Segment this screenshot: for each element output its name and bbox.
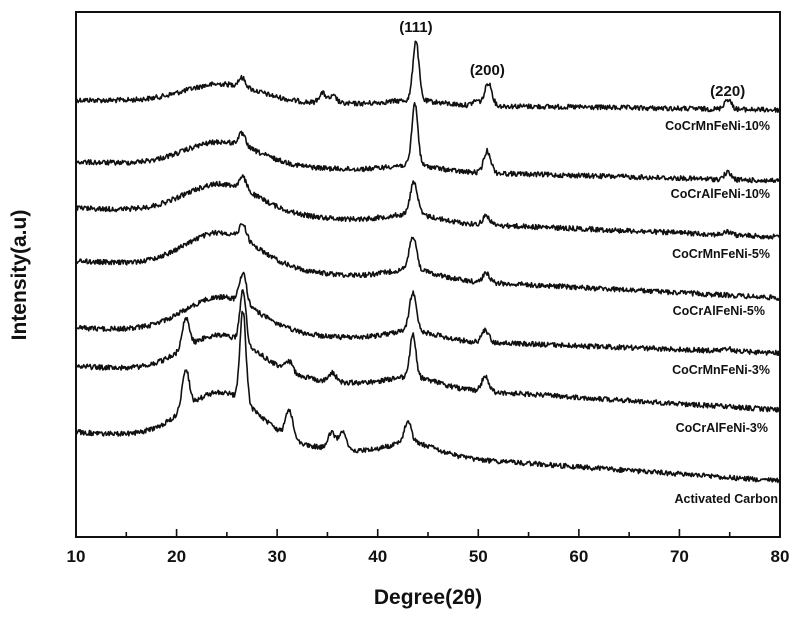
- peak-label: (220): [710, 83, 745, 100]
- series-label: CoCrMnFeNi-3%: [672, 363, 770, 377]
- series-labels: CoCrMnFeNi-10% CoCrAlFeNi-10% CoCrMnFeNi-5…: [665, 119, 778, 506]
- x-axis-title: Degree(2θ): [374, 586, 482, 609]
- x-tick-label: 60: [569, 547, 588, 566]
- series-line: [75, 289, 781, 413]
- x-tick-label: 50: [469, 547, 488, 566]
- x-tick-label: 10: [67, 547, 86, 566]
- axes: 10 20 30 40 50 60 70 80: [67, 529, 790, 566]
- series-line: [75, 40, 781, 113]
- series-line: [75, 223, 781, 301]
- x-tick-label: 20: [167, 547, 186, 566]
- peak-label: (200): [470, 62, 505, 79]
- series-label: CoCrMnFeNi-10%: [665, 119, 770, 133]
- series-label: CoCrMnFeNi-5%: [672, 247, 770, 261]
- peak-label: (111): [399, 19, 432, 36]
- x-tick-label: 70: [670, 547, 689, 566]
- series-line: [75, 310, 781, 484]
- x-tick-label: 40: [368, 547, 387, 566]
- plot-frame: [75, 11, 781, 538]
- series-line: [75, 102, 781, 184]
- series-label: CoCrAlFeNi-10%: [671, 187, 770, 201]
- series-label: CoCrAlFeNi-3%: [676, 421, 768, 435]
- peak-annotations: (111) (200) (220): [399, 19, 745, 100]
- series-label: Activated Carbon: [675, 492, 779, 506]
- x-tick-label: 30: [268, 547, 287, 566]
- series-line: [75, 271, 781, 356]
- y-axis-title: Intensity(a.u): [8, 210, 31, 341]
- x-tick-label: 80: [771, 547, 790, 566]
- series-line: [75, 174, 781, 240]
- series-label: CoCrAlFeNi-5%: [673, 304, 765, 318]
- series-group: [75, 40, 781, 484]
